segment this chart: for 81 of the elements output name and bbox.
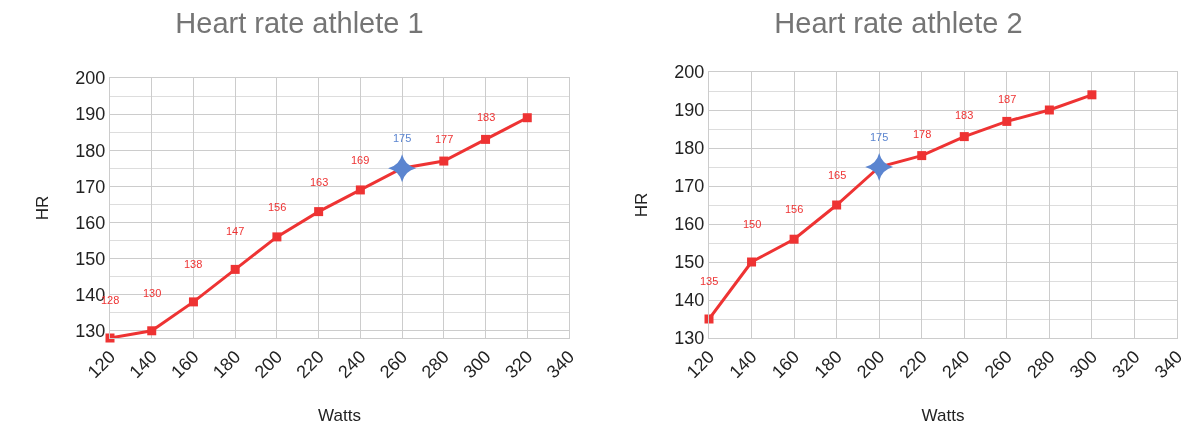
data-label: 138 [184,258,203,270]
y-tick-label: 200 [674,62,705,83]
data-label: 130 [143,287,162,299]
y-tick-label: 190 [674,100,705,121]
y-tick-label: 180 [674,138,705,159]
data-label: 169 [351,154,370,166]
x-tick-label: 180 [208,346,245,383]
point [147,326,157,336]
x-tick-label: 240 [938,346,974,383]
point [230,264,240,274]
x-tick-label: 220 [895,346,931,383]
y-tick-label: 160 [75,212,106,233]
data-label: 183 [477,111,496,123]
point [388,154,417,183]
data-label: 156 [268,201,287,213]
point [314,207,324,217]
x-tick-label: 320 [501,346,537,383]
data-label: 183 [955,109,974,121]
y-axis-title: HR [631,192,651,218]
point [865,153,894,181]
y-tick-label: 130 [75,321,106,342]
y-tick-label: 150 [75,248,106,269]
x-tick-label: 160 [167,346,203,383]
x-tick-label: 160 [767,346,804,383]
data-label: 175 [393,132,412,144]
data-label: 156 [785,203,804,215]
x-tick-label: 340 [1150,346,1187,383]
x-axis-title: Watts [318,406,361,426]
data-label: 165 [828,169,847,181]
x-tick-label: 220 [292,346,328,383]
x-tick-label: 260 [980,346,1017,383]
x-tick-label: 120 [682,346,719,383]
point [522,113,532,123]
y-tick-label: 160 [674,214,705,235]
y-tick-label: 180 [75,140,106,161]
point [355,185,365,195]
point [481,134,491,144]
data-label: 177 [435,133,454,145]
x-tick-label: 300 [459,346,495,383]
y-tick-label: 150 [674,252,705,273]
point [272,232,282,242]
point [959,132,969,142]
point [747,257,757,267]
data-label: 175 [870,131,889,143]
y-axis-title: HR [32,195,52,221]
point [789,234,799,244]
x-tick-label: 200 [852,346,889,383]
x-tick-label: 140 [725,346,761,383]
point [917,151,927,161]
point [1087,90,1097,100]
x-tick-label: 280 [1023,346,1059,383]
point [832,200,842,210]
x-tick-label: 240 [334,346,370,383]
y-tick-label: 130 [674,328,705,349]
x-tick-label: 140 [125,346,161,383]
data-label: 135 [700,275,719,287]
point [1044,105,1054,115]
y-tick-label: 190 [75,104,106,125]
point [439,156,449,166]
y-tick-label: 200 [75,68,106,89]
chart-title: Heart rate athlete 1 [175,7,424,40]
x-tick-label: 260 [375,346,412,383]
data-label: 150 [743,218,762,230]
y-tick-label: 170 [674,176,705,197]
x-tick-label: 320 [1108,346,1144,383]
point [1002,116,1012,126]
x-tick-label: 340 [542,346,579,383]
chart-title: Heart rate athlete 2 [774,7,1023,40]
x-tick-label: 300 [1065,346,1102,383]
data-label: 178 [913,128,932,140]
y-tick-label: 140 [674,290,705,311]
x-tick-label: 280 [417,346,454,383]
y-tick-label: 170 [75,176,106,197]
data-label: 187 [998,93,1017,105]
x-tick-label: 180 [810,346,846,383]
point [188,297,198,307]
x-axis-title: Watts [921,406,965,426]
data-label: 147 [226,225,245,237]
x-tick-label: 120 [83,346,120,383]
x-tick-label: 200 [250,346,287,383]
data-label: 163 [310,176,329,188]
